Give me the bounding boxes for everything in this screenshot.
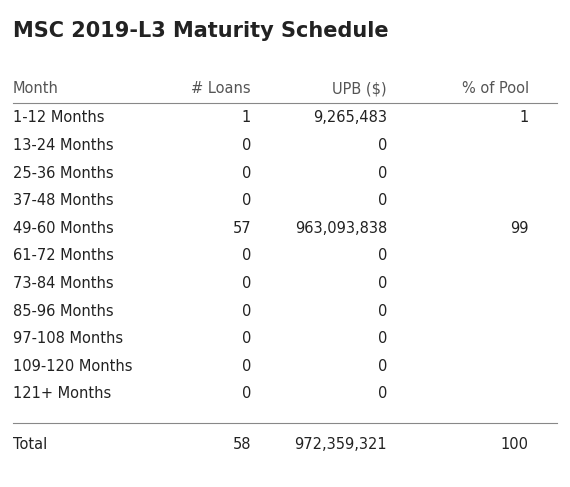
Text: 58: 58	[233, 437, 251, 452]
Text: MSC 2019-L3 Maturity Schedule: MSC 2019-L3 Maturity Schedule	[13, 21, 388, 41]
Text: 49-60 Months: 49-60 Months	[13, 221, 113, 236]
Text: 100: 100	[501, 437, 529, 452]
Text: 0: 0	[378, 193, 387, 208]
Text: 0: 0	[378, 138, 387, 153]
Text: Month: Month	[13, 81, 59, 96]
Text: 1: 1	[520, 111, 529, 125]
Text: 37-48 Months: 37-48 Months	[13, 193, 113, 208]
Text: UPB ($): UPB ($)	[332, 81, 387, 96]
Text: 0: 0	[378, 303, 387, 318]
Text: 109-120 Months: 109-120 Months	[13, 359, 132, 374]
Text: 972,359,321: 972,359,321	[295, 437, 387, 452]
Text: 0: 0	[242, 193, 251, 208]
Text: 0: 0	[378, 331, 387, 346]
Text: 9,265,483: 9,265,483	[313, 111, 387, 125]
Text: % of Pool: % of Pool	[462, 81, 529, 96]
Text: 0: 0	[378, 276, 387, 291]
Text: # Loans: # Loans	[192, 81, 251, 96]
Text: 99: 99	[510, 221, 529, 236]
Text: 0: 0	[242, 359, 251, 374]
Text: 121+ Months: 121+ Months	[13, 386, 111, 401]
Text: 0: 0	[242, 138, 251, 153]
Text: 0: 0	[378, 359, 387, 374]
Text: 0: 0	[242, 386, 251, 401]
Text: 13-24 Months: 13-24 Months	[13, 138, 113, 153]
Text: 0: 0	[242, 331, 251, 346]
Text: 0: 0	[242, 276, 251, 291]
Text: 0: 0	[378, 166, 387, 181]
Text: 57: 57	[233, 221, 251, 236]
Text: 73-84 Months: 73-84 Months	[13, 276, 113, 291]
Text: 25-36 Months: 25-36 Months	[13, 166, 113, 181]
Text: 85-96 Months: 85-96 Months	[13, 303, 113, 318]
Text: 0: 0	[242, 303, 251, 318]
Text: 0: 0	[378, 386, 387, 401]
Text: 1: 1	[242, 111, 251, 125]
Text: 0: 0	[242, 248, 251, 263]
Text: Total: Total	[13, 437, 47, 452]
Text: 0: 0	[242, 166, 251, 181]
Text: 1-12 Months: 1-12 Months	[13, 111, 104, 125]
Text: 0: 0	[378, 248, 387, 263]
Text: 61-72 Months: 61-72 Months	[13, 248, 113, 263]
Text: 97-108 Months: 97-108 Months	[13, 331, 123, 346]
Text: 963,093,838: 963,093,838	[295, 221, 387, 236]
